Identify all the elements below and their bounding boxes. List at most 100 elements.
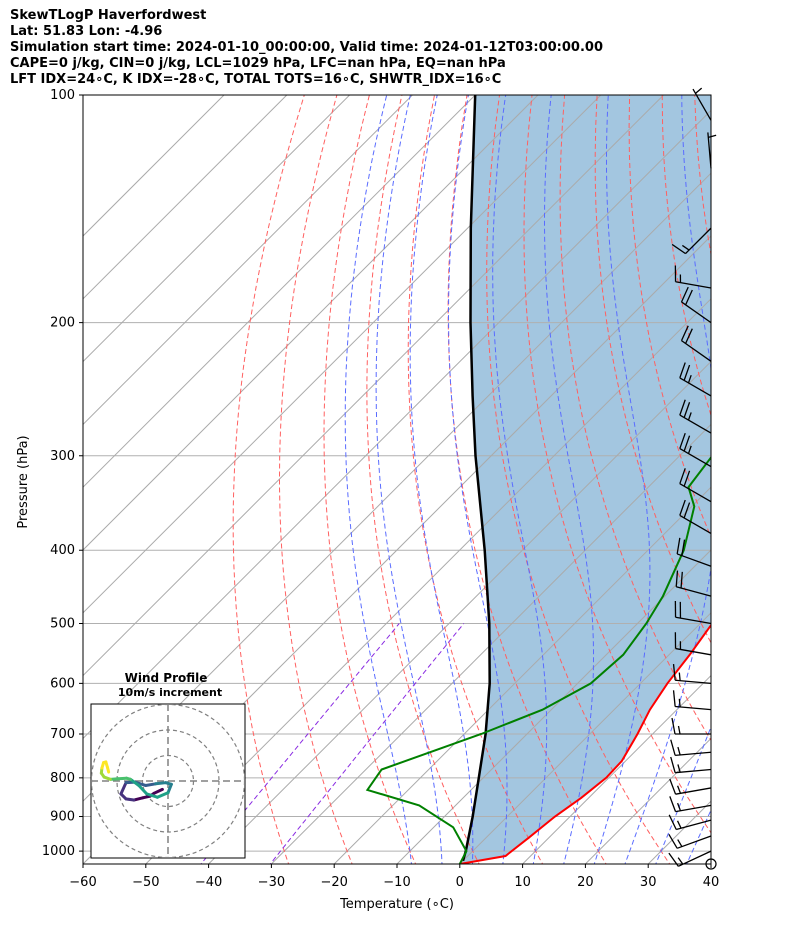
y-tick-label: 600 xyxy=(50,676,75,691)
dewpoint-line xyxy=(365,455,711,864)
wind-barb-half-flag xyxy=(677,746,681,756)
x-tick-label: 40 xyxy=(703,875,720,890)
wind-barb-shaft xyxy=(681,301,712,324)
dry-adiabat-line xyxy=(594,95,711,644)
wind-barb xyxy=(668,850,712,867)
isotherm-line xyxy=(83,95,225,237)
wind-barb-half-flag xyxy=(695,87,703,94)
temperature-line xyxy=(459,623,711,864)
wind-barb-half-flag xyxy=(678,672,681,681)
wind-barb-full-flag xyxy=(680,286,689,303)
dry-adiabat-line xyxy=(486,95,671,864)
wind-barb-half-flag xyxy=(681,244,690,251)
moist-adiabat-line xyxy=(624,95,711,864)
wind-barbs xyxy=(668,87,717,870)
wind-barb-shaft xyxy=(679,514,712,534)
parcel-area-fill xyxy=(459,95,711,864)
wind-barb-half-flag xyxy=(676,820,682,829)
isotherm-line xyxy=(208,360,711,864)
isotherm-line xyxy=(333,486,711,864)
dry-adiabat-line xyxy=(366,95,480,864)
chart-header: SkewTLogP Haverfordwest Lat: 51.83 Lon: … xyxy=(10,8,603,88)
x-tick-label: 10 xyxy=(514,875,531,890)
wind-barb-full-flag xyxy=(679,432,686,449)
x-tick-label: −50 xyxy=(132,875,159,890)
wind-barb-full-flag xyxy=(679,468,686,484)
moist-adiabat-line xyxy=(655,725,711,864)
wind-barb-shaft xyxy=(679,447,712,468)
x-tick-label: 0 xyxy=(456,875,464,890)
wind-barb-half-flag xyxy=(678,698,681,708)
wind-barb-full-flag xyxy=(672,690,676,707)
stability-line: CAPE=0 j/kg, CIN=0 j/kg, LCL=1029 hPa, L… xyxy=(10,56,506,71)
wind-barb-shaft xyxy=(679,377,712,397)
moist-adiabat-line xyxy=(409,95,474,864)
dry-adiabat-line xyxy=(727,95,794,867)
isotherm-line xyxy=(522,674,711,864)
wind-barb xyxy=(672,690,712,711)
wind-barb xyxy=(680,286,712,324)
isotherm-line xyxy=(83,95,664,677)
hodograph-segment xyxy=(106,766,111,774)
wind-barb-full-flag xyxy=(675,570,679,587)
wind-barb xyxy=(670,756,712,774)
dry-adiabat-line xyxy=(661,95,711,417)
isotherm-line xyxy=(83,95,413,426)
wind-barb-shaft xyxy=(679,483,712,503)
wind-barb-full-flag xyxy=(683,364,691,381)
x-tick-label: −10 xyxy=(383,875,410,890)
isotherm-line xyxy=(83,95,350,363)
wind-barb-shaft xyxy=(676,819,712,831)
isotherm-line xyxy=(710,863,711,864)
wind-barb xyxy=(674,600,712,625)
wind-barb-shaft xyxy=(675,768,712,774)
wind-barb-full-flag xyxy=(668,814,677,830)
wind-barb-shaft xyxy=(678,850,712,867)
parcel-profile-line xyxy=(461,95,491,862)
mixing-ratio-line xyxy=(269,623,465,864)
wind-barb-full-flag xyxy=(679,362,686,379)
wind-barb xyxy=(671,227,712,255)
wind-profile-title: Wind Profile xyxy=(125,671,208,685)
dry-adiabat-line xyxy=(407,95,544,864)
wind-barb xyxy=(692,87,712,121)
wind-barb-full-flag xyxy=(683,435,691,452)
y-tick-label: 500 xyxy=(50,617,75,632)
dry-adiabat-line xyxy=(232,95,305,864)
moist-adiabat-line xyxy=(375,95,443,864)
x-tick-label: 30 xyxy=(640,875,657,890)
wind-barb-full-flag xyxy=(685,289,693,306)
wind-barb xyxy=(675,570,712,597)
temperature-axis: −60 −50 −40 −30 −20 −10 0 10 20 30 40 xyxy=(69,864,719,890)
wind-barb-full-flag xyxy=(681,539,686,556)
y-tick-label: 800 xyxy=(50,771,75,786)
wind-barb-half-flag xyxy=(687,412,692,421)
y-axis-label: Pressure (hPa) xyxy=(16,435,31,528)
hodograph-segment xyxy=(155,791,170,799)
wind-barb xyxy=(679,499,712,534)
wind-barb-full-flag xyxy=(679,499,686,516)
y-tick-label: 300 xyxy=(50,449,75,464)
wind-barb-full-flag xyxy=(685,328,693,344)
location-line: Lat: 51.83 Lon: -4.96 xyxy=(10,24,163,39)
x-tick-label: −40 xyxy=(195,875,222,890)
isotherm-line xyxy=(83,95,288,300)
x-tick-label: −30 xyxy=(258,875,285,890)
x-tick-label: 20 xyxy=(577,875,594,890)
wind-barb-shaft xyxy=(707,132,712,169)
x-tick-label: −20 xyxy=(320,875,347,890)
hodograph-segment xyxy=(119,781,128,796)
wind-barb-full-flag xyxy=(683,502,691,519)
wind-barb xyxy=(674,265,712,289)
isotherm-line xyxy=(83,95,476,488)
wind-barb-half-flag xyxy=(676,802,682,812)
y-tick-label: 400 xyxy=(50,543,75,558)
wind-barb-shaft xyxy=(675,804,712,813)
wind-barb-full-flag xyxy=(670,739,676,756)
wind-barb-shaft xyxy=(675,281,712,289)
wind-barb-full-flag xyxy=(669,778,677,795)
hodograph-segment xyxy=(132,796,145,802)
moist-adiabat-line xyxy=(544,95,594,864)
wind-profile-subtitle: 10m/s increment xyxy=(118,686,222,699)
hodograph-segment xyxy=(145,792,159,799)
